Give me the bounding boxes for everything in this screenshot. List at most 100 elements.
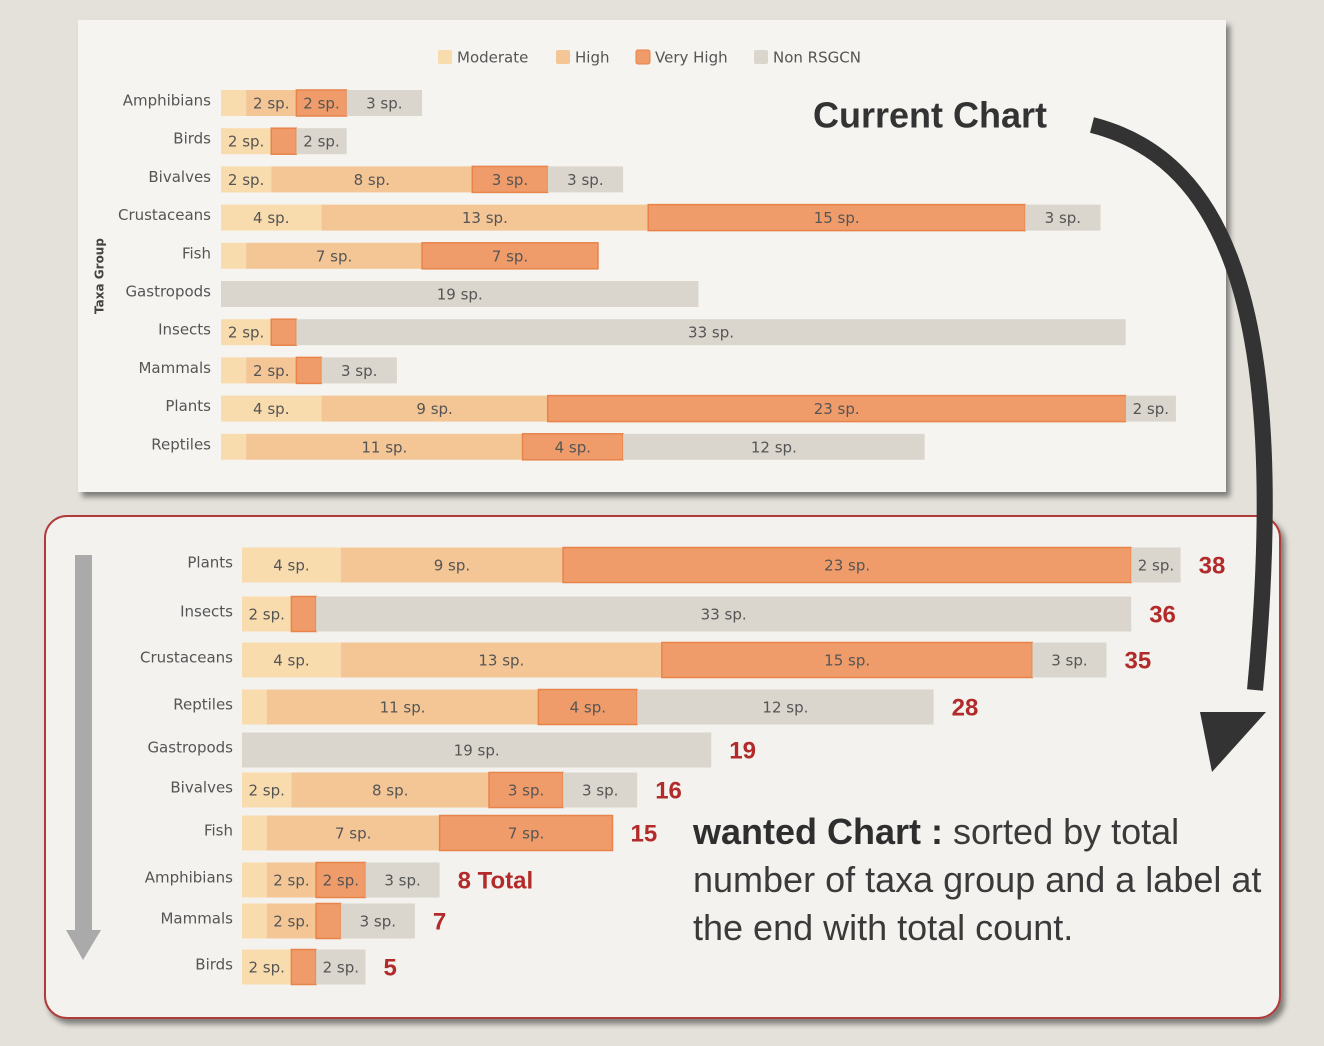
data-label: 2 sp.	[273, 872, 309, 890]
bar-segment	[266, 903, 317, 939]
bar-segment	[221, 128, 272, 155]
bar-segment	[1131, 547, 1181, 583]
bar-segment	[242, 732, 712, 768]
y-tick-label: Plants	[187, 554, 233, 572]
data-label: 4 sp.	[570, 699, 606, 717]
bar-segment	[296, 319, 1126, 346]
total-label: 15	[631, 820, 658, 847]
arrow-head	[1200, 712, 1266, 772]
y-tick-label: Reptiles	[173, 696, 233, 714]
bar-segment	[295, 356, 323, 385]
data-label: 2 sp.	[253, 95, 289, 113]
data-label: 3 sp.	[1051, 652, 1087, 670]
total-label: 28	[952, 694, 979, 721]
data-label: 3 sp.	[341, 362, 377, 380]
data-label: 19 sp.	[437, 286, 483, 304]
total-label: 19	[729, 737, 756, 764]
legend-swatch	[556, 50, 570, 64]
bar-segment	[246, 242, 423, 269]
data-label: 2 sp.	[248, 959, 284, 977]
y-tick-label: Mammals	[160, 910, 233, 928]
data-label: 2 sp.	[228, 324, 264, 342]
bar-segment	[266, 862, 317, 898]
total-label: 7	[433, 908, 446, 935]
arrow	[1090, 117, 1273, 691]
bar-segment	[221, 433, 247, 460]
data-label: 9 sp.	[416, 400, 452, 418]
data-label: 11 sp.	[380, 699, 426, 717]
bar-segment	[661, 641, 1034, 679]
data-label: 8 sp.	[354, 171, 390, 189]
bar-segment	[321, 204, 649, 231]
bar-segment	[266, 815, 440, 851]
bar-segment	[221, 395, 322, 422]
data-label: 7 sp.	[335, 825, 371, 843]
data-label: 9 sp.	[434, 557, 470, 575]
data-label: 3 sp.	[492, 171, 528, 189]
y-tick-label: Birds	[195, 956, 233, 974]
bar-segment	[340, 903, 415, 939]
bar-segment	[242, 862, 267, 898]
data-label: 15 sp.	[824, 652, 870, 670]
data-label: 7 sp.	[316, 247, 352, 265]
sort-arrow	[75, 555, 92, 935]
legend-swatch	[438, 50, 452, 64]
total-label: 38	[1199, 552, 1226, 579]
bar-segment	[340, 547, 564, 583]
bar-segment	[266, 689, 539, 725]
legend-label: Moderate	[457, 49, 528, 67]
data-label: 3 sp.	[582, 782, 618, 800]
bar-segment	[291, 772, 489, 808]
bar-segment	[246, 90, 297, 116]
bar-segment	[637, 689, 934, 725]
bar-segment	[623, 433, 925, 460]
bar-segment	[295, 89, 348, 117]
bar-segment	[221, 242, 247, 269]
annotation-text: sorted by total number of taxa group and…	[693, 811, 1262, 948]
bar-segment	[242, 596, 292, 632]
legend-label: Non RSGCN	[773, 49, 861, 67]
bar-segment	[242, 949, 292, 985]
data-label: 3 sp.	[366, 95, 402, 113]
data-label: 19 sp.	[454, 742, 500, 760]
bar-segment	[270, 127, 298, 155]
total-label: 36	[1149, 601, 1176, 628]
data-label: 2 sp.	[253, 362, 289, 380]
data-label: 13 sp.	[478, 652, 524, 670]
bar-segment	[365, 862, 440, 898]
y-tick-label: Reptiles	[151, 435, 211, 453]
y-tick-label: Gastropods	[125, 283, 211, 301]
total-label: 35	[1125, 647, 1152, 674]
data-label: 2 sp.	[228, 133, 264, 151]
data-label: 3 sp.	[384, 872, 420, 890]
y-tick-label: Insects	[158, 321, 211, 339]
legend-label: Very High	[655, 49, 728, 67]
bar-segment	[346, 90, 423, 116]
data-label: 3 sp.	[1045, 209, 1081, 227]
bar-segment	[271, 166, 473, 193]
bar-segment	[647, 203, 1026, 232]
bar-segment	[547, 166, 624, 193]
bar-segment	[546, 394, 1127, 423]
bar-segment	[290, 948, 317, 986]
bar-segment	[488, 771, 564, 809]
data-label: 23 sp.	[824, 557, 870, 575]
bar-segment	[321, 357, 397, 384]
annotation: Current Chart	[813, 95, 1047, 136]
y-tick-label: Birds	[173, 130, 211, 148]
data-label: 7 sp.	[508, 825, 544, 843]
data-label: 2 sp.	[323, 872, 359, 890]
bar-segment	[1025, 204, 1101, 231]
data-label: 2 sp.	[248, 782, 284, 800]
bar-segment	[1032, 642, 1107, 678]
bar-segment	[563, 772, 638, 808]
data-label: 13 sp.	[462, 209, 508, 227]
data-label: 3 sp.	[360, 913, 396, 931]
bar-segment	[242, 642, 341, 678]
data-label: 4 sp.	[273, 557, 309, 575]
bar-segment	[221, 90, 247, 116]
bar-segment	[246, 433, 523, 460]
bar-segment	[537, 688, 638, 726]
